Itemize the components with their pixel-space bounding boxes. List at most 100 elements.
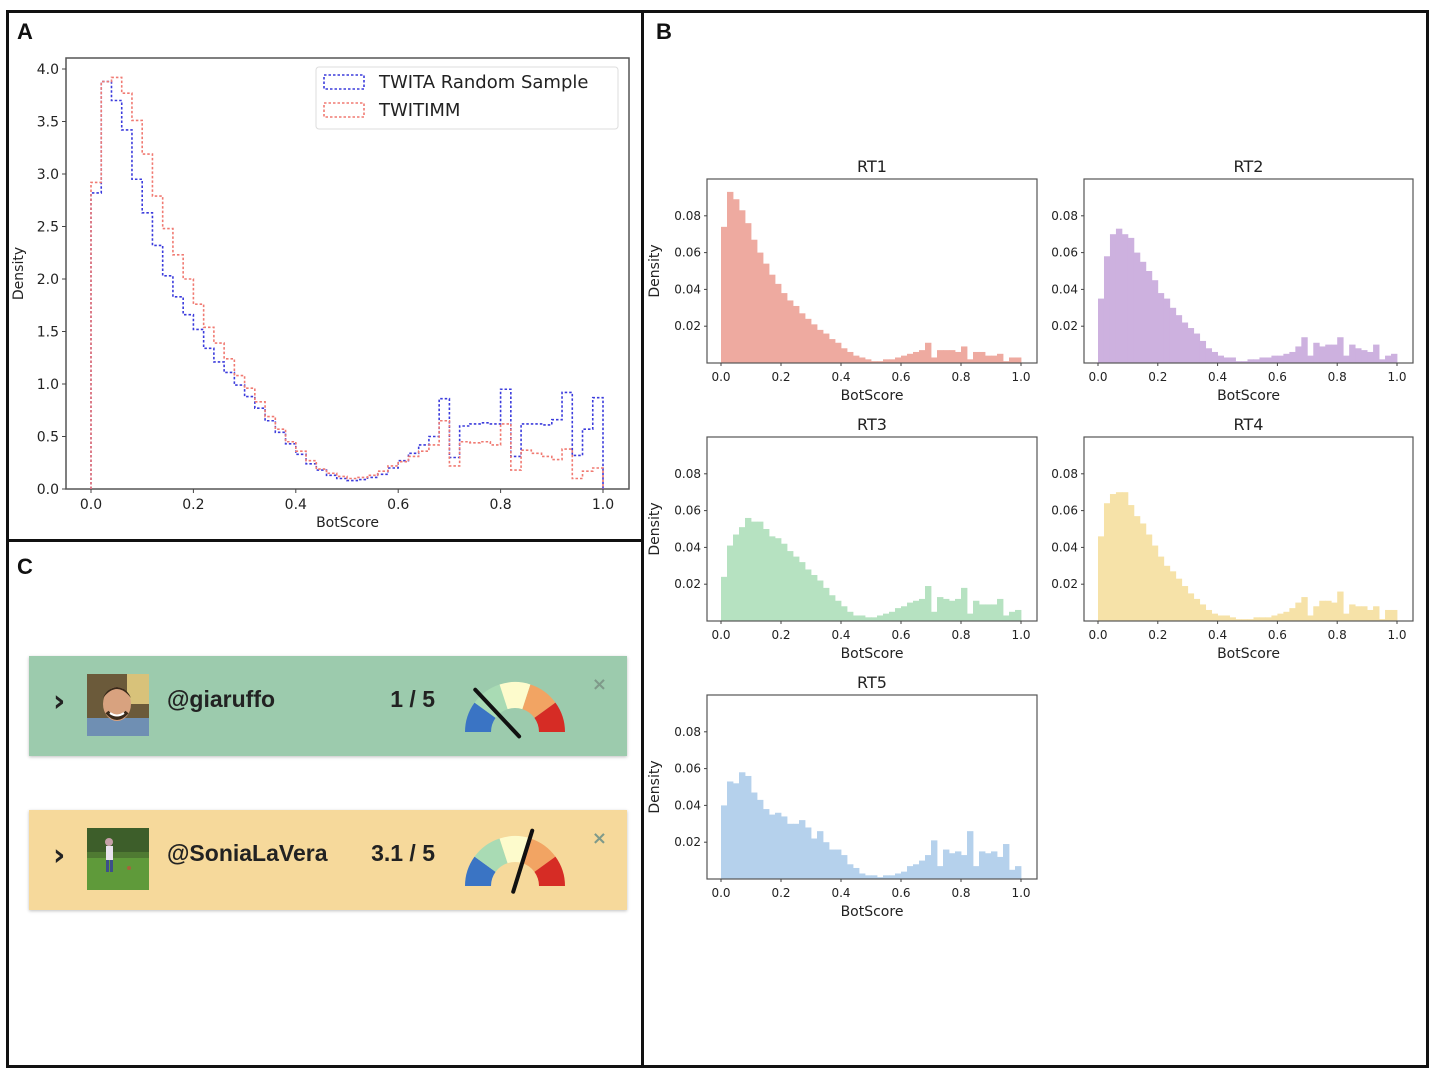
histogram-bar [1295,602,1302,621]
histogram-bar [1391,353,1398,363]
panel-label-b: B [656,19,672,44]
x-tick-label: 0.8 [1328,628,1347,642]
histogram-bar [937,350,944,363]
histogram-bar [1265,357,1272,363]
histogram-bar [901,355,908,363]
histogram-bar [979,604,986,621]
histogram-bar [913,600,920,621]
histogram-bar [895,357,902,363]
histogram-bar [901,606,908,621]
y-tick-label: 0.08 [1051,209,1078,223]
y-tick-label: 0.06 [674,246,701,260]
gauge-segment [534,702,565,732]
histogram-bar [799,820,806,879]
score-gauge [465,828,565,894]
histogram-bar [925,342,932,363]
x-tick-label: 0.8 [951,628,970,642]
histogram-bar [1373,606,1380,621]
histogram-bar [745,517,752,621]
histogram-bar [1313,606,1320,621]
histogram-bar [1373,344,1380,363]
histogram-bar [979,351,986,363]
histogram-bar [1289,608,1296,621]
chevron-right-icon[interactable]: › [53,838,66,873]
histogram-bar [727,545,734,621]
histogram-bar [1283,353,1290,363]
y-tick-label: 3.0 [37,167,59,183]
histogram-bar [955,351,962,363]
legend-swatch [323,74,365,90]
histogram-bar [913,864,920,879]
histogram-bar [889,359,896,363]
gauge-segment [522,684,556,718]
histogram-bar [799,562,806,621]
histogram-bar [859,873,866,879]
histogram-bar [931,840,938,879]
histogram-bar [1301,337,1308,363]
y-tick-label: 0.08 [674,467,701,481]
x-tick-label: 0.0 [711,628,730,642]
histogram-bar [925,586,932,621]
histogram-bar [775,538,782,621]
histogram-bar [721,805,728,879]
chart-title: RT2 [1234,157,1264,176]
histogram-bar [1295,346,1302,363]
histogram-bar [757,252,764,363]
histogram-bar [1379,619,1386,621]
histogram-bar [871,875,878,879]
histogram-bar [919,598,926,621]
histogram-bar [949,350,956,363]
bot-score: 1 / 5 [390,686,435,712]
y-tick-label: 2.5 [37,220,59,236]
user-handle[interactable]: @giaruffo [167,686,276,712]
histogram-bar [919,350,926,363]
histogram-bar [805,318,812,363]
histogram-bar [985,604,992,621]
histogram-bar [739,772,746,879]
histogram-bar [1259,617,1266,621]
close-icon[interactable]: × [591,828,607,849]
histogram-bar [757,521,764,621]
user-card[interactable]: › @SoniaLaVera 3.1 / 5 × [29,810,627,910]
histogram-bar [1009,611,1016,621]
histogram-bar [1307,615,1314,621]
series-line-twita [90,80,604,489]
histogram-bar [1211,351,1218,363]
histogram-bar [1319,346,1326,363]
histogram-bar [1229,357,1236,363]
y-tick-label: 0.04 [674,282,701,296]
chevron-right-icon[interactable]: › [53,684,66,719]
x-axis-label: BotScore [841,388,904,404]
histogram-bar [895,608,902,621]
avatar [87,674,149,736]
y-tick-label: 0.06 [1051,246,1078,260]
histogram-rt3: RT3 0.02 0.04 0.06 0.08 0.0 0.2 0.4 0.6 0.8 1.0 Bot… [647,415,1038,662]
histogram-bar [1349,604,1356,621]
y-tick-label: 0.0 [37,482,59,498]
histogram-bar [1367,609,1374,621]
histogram-bar [931,357,938,363]
close-icon[interactable]: × [591,674,607,695]
plot-frame [65,57,630,490]
histogram-bar [805,827,812,879]
histogram-bar [1015,609,1022,621]
histogram-bar [1331,602,1338,621]
histogram-bar [751,792,758,879]
histogram-bar [769,814,776,879]
histogram-bar [1319,600,1326,621]
user-card[interactable]: › @giaruffo 1 / 5 × [29,656,627,756]
x-tick-label: 0.4 [285,497,307,513]
x-tick-label: 0.0 [1088,628,1107,642]
histogram-bar [835,849,842,879]
histogram-bar [1009,869,1016,879]
histogram-bar [883,359,890,363]
histogram-bar [793,305,800,363]
histogram-bar [1015,357,1022,363]
score-gauge [465,682,565,739]
user-handle[interactable]: @SoniaLaVera [167,840,328,866]
legend: TWITA Random Sample TWITIMM [315,66,619,130]
y-axis-label: Density [647,244,663,297]
x-tick-label: 0.0 [1088,370,1107,384]
x-tick-label: 0.4 [1208,628,1227,642]
histogram-bar [1133,252,1141,363]
